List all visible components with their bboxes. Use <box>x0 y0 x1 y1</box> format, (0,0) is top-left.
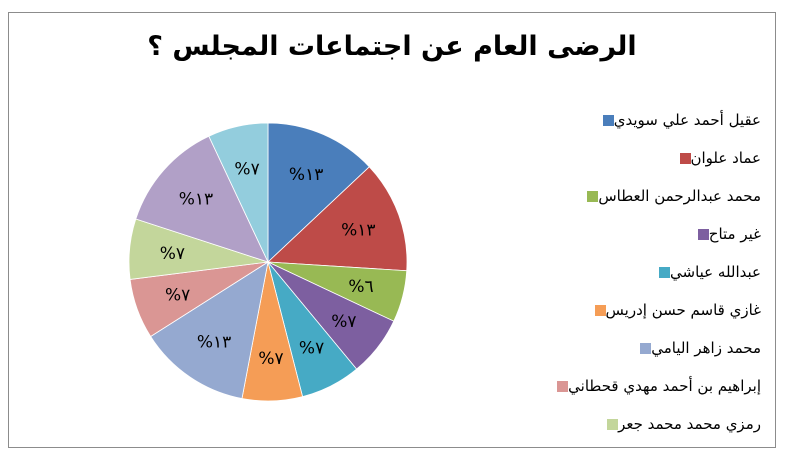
legend-item-9: رمزي محمد محمد جعر <box>531 405 761 443</box>
legend-swatch-5 <box>659 266 671 278</box>
legend-item-3: محمد عبدالرحمن العطاس <box>531 177 761 215</box>
legend-label-4: غير متاح <box>708 225 761 243</box>
legend-swatch-3 <box>587 190 599 202</box>
legend-item-1: عقيل أحمد علي سويدي <box>531 101 761 139</box>
data-label-7: %١٣ <box>197 332 231 352</box>
data-label-3: %٦ <box>348 277 373 297</box>
data-label-10: %١٣ <box>179 190 213 210</box>
legend-swatch-7 <box>640 342 652 354</box>
legend-item-4: غير متاح <box>531 215 761 253</box>
legend-item-6: غازي قاسم حسن إدريس <box>531 291 761 329</box>
pie-slice-10 <box>135 135 269 263</box>
data-label-9: %٧ <box>160 244 185 264</box>
legend-label-1: عقيل أحمد علي سويدي <box>613 111 761 129</box>
pie-slice-11 <box>208 122 269 263</box>
pie-slice-1 <box>267 122 370 263</box>
legend-swatch-2 <box>679 152 691 164</box>
data-label-5: %٧ <box>299 339 324 359</box>
legend-label-9: رمزي محمد محمد جعر <box>618 415 761 433</box>
legend-label-6: غازي قاسم حسن إدريس <box>605 301 761 319</box>
legend-item-5: عبدالله عياشي <box>531 253 761 291</box>
chart-title: الرضى العام عن اجتماعات المجلس ؟ <box>147 31 637 62</box>
legend-swatch-1 <box>602 114 614 126</box>
legend-swatch-6 <box>594 304 606 316</box>
legend-swatch-9 <box>607 418 619 430</box>
chart-legend: عقيل أحمد علي سويدي عماد علوان محمد عبدالر… <box>531 101 761 443</box>
legend-label-8: إبراهيم بن أحمد مهدي قحطاني <box>568 377 761 395</box>
legend-swatch-8 <box>557 380 569 392</box>
data-label-11: %٧ <box>234 159 259 179</box>
legend-item-7: محمد زاهر اليامي <box>531 329 761 367</box>
legend-label-3: محمد عبدالرحمن العطاس <box>598 187 761 205</box>
data-label-2: %١٣ <box>341 220 375 240</box>
legend-label-7: محمد زاهر اليامي <box>651 339 761 357</box>
data-label-1: %١٣ <box>289 165 323 185</box>
legend-swatch-4 <box>697 228 709 240</box>
legend-label-5: عبدالله عياشي <box>670 263 761 281</box>
pie-slice-7 <box>150 261 269 400</box>
legend-label-2: عماد علوان <box>690 149 762 167</box>
legend-item-8: إبراهيم بن أحمد مهدي قحطاني <box>531 367 761 405</box>
data-label-4: %٧ <box>331 312 356 332</box>
pie-slice-2 <box>267 166 408 272</box>
pie-chart: %١٣ %١٣ %٦ %٧ %٧ %٧ %١٣ %٧ %٧ %١٣ %٧ <box>128 122 408 402</box>
data-label-6: %٧ <box>258 349 283 369</box>
data-label-8: %٧ <box>165 286 190 306</box>
legend-item-2: عماد علوان <box>531 139 761 177</box>
chart-area: الرضى العام عن اجتماعات المجلس ؟ %١٣ %١٣%… <box>8 12 776 448</box>
